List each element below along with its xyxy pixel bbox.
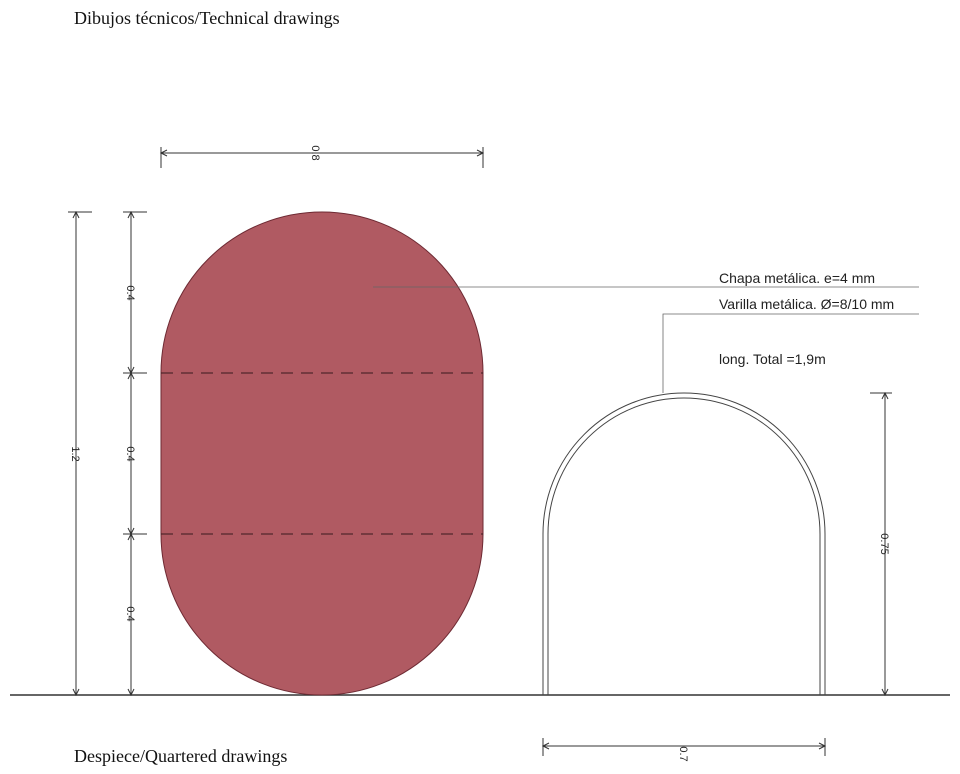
segment-dimension-line — [123, 210, 147, 697]
width-dimension — [159, 147, 485, 168]
width-dimension-label: 0.8 — [309, 145, 321, 160]
metal-sheet-panel — [160, 211, 484, 696]
segment-middle-label: 0.4 — [124, 446, 136, 461]
metal-rod-arch-inner — [547, 397, 821, 695]
rod-leader-line — [662, 313, 919, 393]
arch-width-dimension — [541, 738, 827, 756]
arch-height-dimension — [870, 391, 892, 697]
footer-title: Despiece/Quartered drawings — [74, 746, 288, 766]
arch-width-label: 0.7 — [677, 746, 689, 761]
length-annotation: long. Total =1,9m — [719, 351, 826, 367]
arch-height-label: 0.75 — [878, 533, 890, 554]
page-title: Dibujos técnicos/Technical drawings — [74, 8, 340, 28]
total-height-label: 1.2 — [69, 446, 81, 461]
segment-top-label: 0.4 — [124, 285, 136, 300]
metal-rod-arch-outer — [542, 392, 826, 695]
total-height-dimension — [68, 210, 92, 697]
segment-bottom-label: 0.4 — [124, 606, 136, 621]
rod-annotation: Varilla metálica. Ø=8/10 mm — [719, 296, 894, 312]
sheet-annotation: Chapa metálica. e=4 mm — [719, 270, 875, 286]
